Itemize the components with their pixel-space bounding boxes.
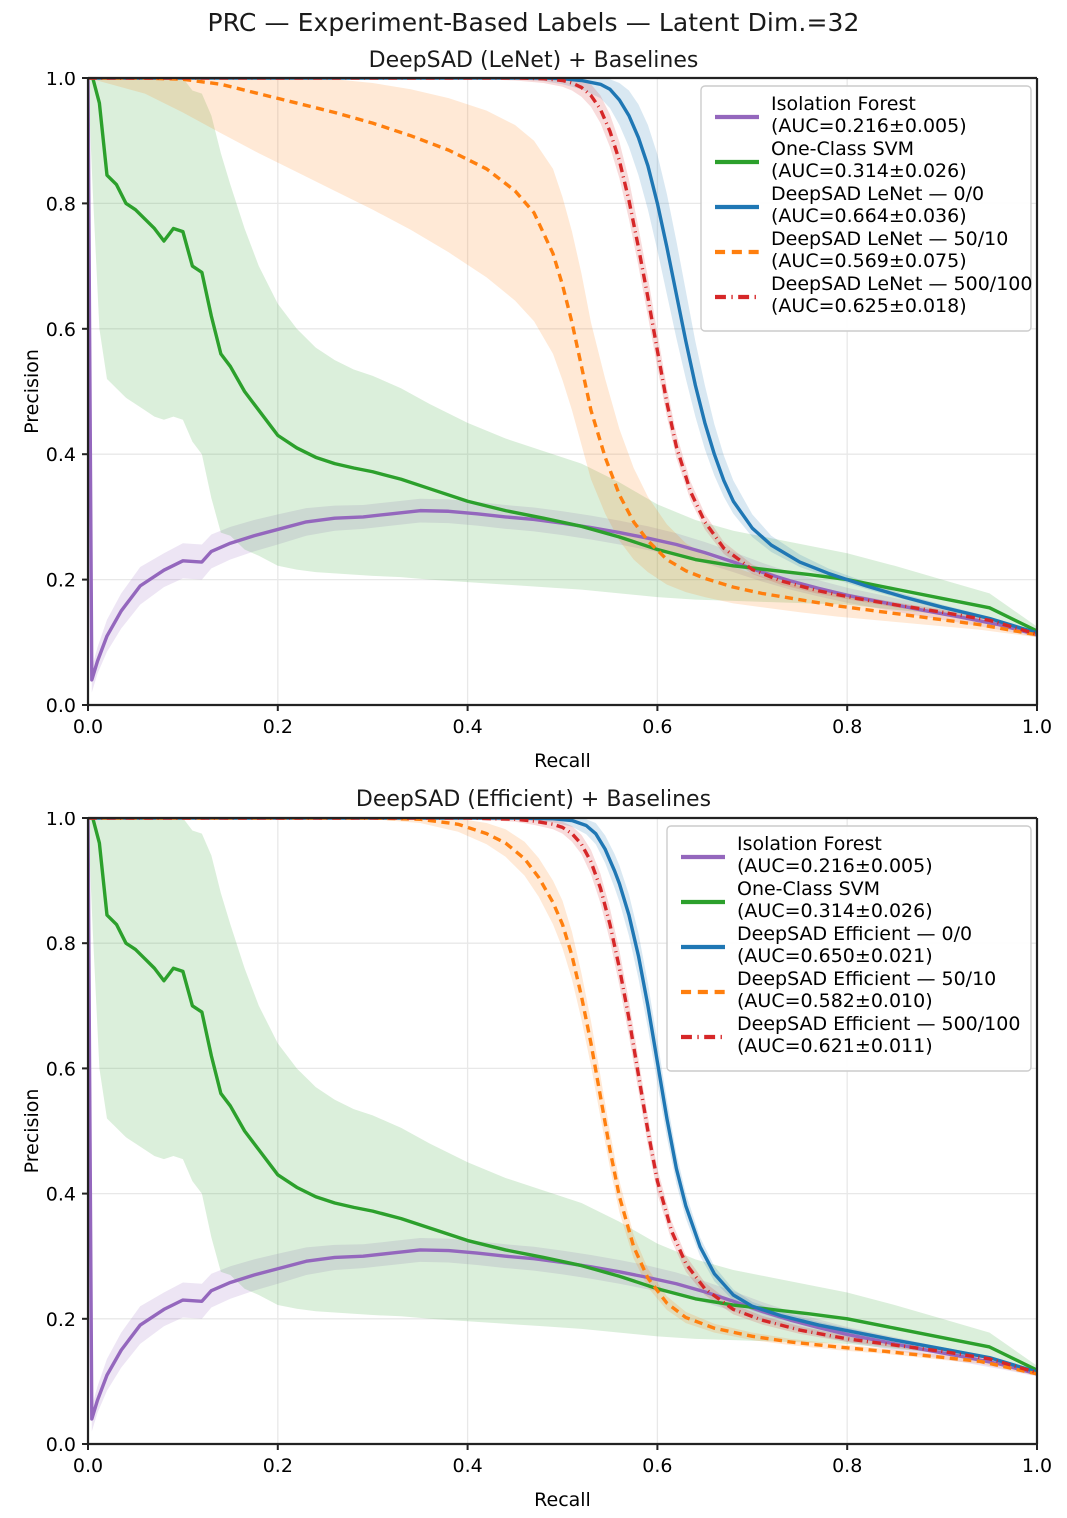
panel-bottom-plot: 0.0 0.2 0.4 0.6 0.8 1.0 0.0 0.2 0.4 0.6 0.8 1.0 Reca… [18,812,1061,1518]
y-tick-label: 0.0 [46,1434,76,1456]
legend-label-2: DeepSAD Efficient — 0/0 [737,923,972,945]
legend-auc-0: (AUC=0.216±0.005) [737,855,933,877]
legend-label-4: DeepSAD LeNet — 500/100 [771,273,1032,295]
confidence-band-3 [88,78,1037,638]
legend-auc-3: (AUC=0.582±0.010) [737,990,933,1012]
y-tick-label: 0.4 [46,444,76,466]
series-line-3 [88,78,1037,637]
y-tick-label: 0.8 [46,933,76,955]
series-line-1 [88,78,1037,633]
series-line-2 [88,78,1037,635]
x-tick-label: 0.6 [642,716,672,738]
x-tick-label: 0.4 [452,716,482,738]
series-line-2 [88,818,1037,1374]
series-line-0 [88,78,1037,682]
legend-auc-1: (AUC=0.314±0.026) [771,160,967,182]
panel-bottom-title: DeepSAD (Efficient) + Baselines [355,787,712,812]
legend-label-1: One-Class SVM [737,878,880,900]
legend: Isolation Forest(AUC=0.216±0.005)One-Cla… [700,85,1032,332]
y-tick-label: 1.0 [46,812,76,830]
x-tick-label: 0.6 [642,1455,672,1477]
tick-labels: 0.0 0.2 0.4 0.6 0.8 1.0 0.0 0.2 0.4 0.6 0.8 1.0 [46,72,1052,738]
x-tick-label: 0.0 [73,1455,103,1477]
plot-canvas: 0.0 0.2 0.4 0.6 0.8 1.0 0.0 0.2 0.4 0.6 0.8 1.0 Reca… [21,812,1052,1511]
x-tick-label: 0.0 [73,716,103,738]
series-line-3 [88,818,1037,1376]
figure-suptitle: PRC — Experiment-Based Labels — Latent D… [207,8,860,37]
series-line-4 [88,78,1037,636]
x-tick-label: 0.4 [452,1455,482,1477]
x-axis-label: Recall [534,750,591,772]
legend-label-3: DeepSAD LeNet — 50/10 [771,228,1008,250]
plot-canvas: 0.0 0.2 0.4 0.6 0.8 1.0 0.0 0.2 0.4 0.6 0.8 1.0 Reca… [21,72,1052,772]
y-axis-label: Precision [21,349,43,434]
series-line-1 [88,818,1037,1372]
legend-label-4: DeepSAD Efficient — 500/100 [737,1013,1020,1035]
x-tick-label: 0.2 [263,1455,293,1477]
tick-labels: 0.0 0.2 0.4 0.6 0.8 1.0 0.0 0.2 0.4 0.6 0.8 1.0 [46,812,1052,1477]
y-tick-label: 0.8 [46,193,76,215]
legend-label-0: Isolation Forest [737,833,882,855]
y-tick-label: 0.6 [46,1058,76,1080]
y-tick-label: 0.2 [46,570,76,592]
legend-auc-4: (AUC=0.625±0.018) [771,295,967,317]
legend: Isolation Forest(AUC=0.216±0.005)One-Cla… [666,825,1032,1072]
confidence-band-1 [88,78,1037,635]
gridlines [88,78,1037,705]
legend-auc-3: (AUC=0.569±0.075) [771,250,967,272]
x-axis-label: Recall [534,1489,591,1511]
legend-auc-2: (AUC=0.664±0.036) [771,205,967,227]
legend-auc-0: (AUC=0.216±0.005) [771,115,967,137]
series-group [88,78,1037,693]
panel-top-plot: 0.0 0.2 0.4 0.6 0.8 1.0 0.0 0.2 0.4 0.6 0.8 1.0 Reca… [18,72,1061,779]
y-tick-label: 0.2 [46,1309,76,1331]
legend-auc-4: (AUC=0.621±0.011) [737,1035,933,1057]
confidence-band-3 [88,818,1037,1376]
x-tick-label: 1.0 [1022,1455,1052,1477]
axis-spines [86,76,1039,707]
panel-top-title: DeepSAD (LeNet) + Baselines [368,48,699,73]
x-tick-label: 0.8 [832,716,862,738]
series-line-0 [88,818,1037,1421]
axis-spines [86,816,1039,1446]
y-tick-label: 0.6 [46,319,76,341]
y-tick-label: 0.4 [46,1184,76,1206]
legend-label-3: DeepSAD Efficient — 50/10 [737,968,996,990]
x-tick-label: 1.0 [1022,716,1052,738]
confidence-band-1 [88,818,1037,1374]
legend-label-2: DeepSAD LeNet — 0/0 [771,183,984,205]
legend-auc-2: (AUC=0.650±0.021) [737,945,933,967]
legend-label-0: Isolation Forest [771,93,916,115]
y-axis-label: Precision [21,1089,43,1174]
legend-label-1: One-Class SVM [771,138,914,160]
y-tick-label: 1.0 [46,72,76,90]
y-tick-label: 0.0 [46,695,76,717]
x-tick-label: 0.2 [263,716,293,738]
x-tick-label: 0.8 [832,1455,862,1477]
legend-auc-1: (AUC=0.314±0.026) [737,900,933,922]
